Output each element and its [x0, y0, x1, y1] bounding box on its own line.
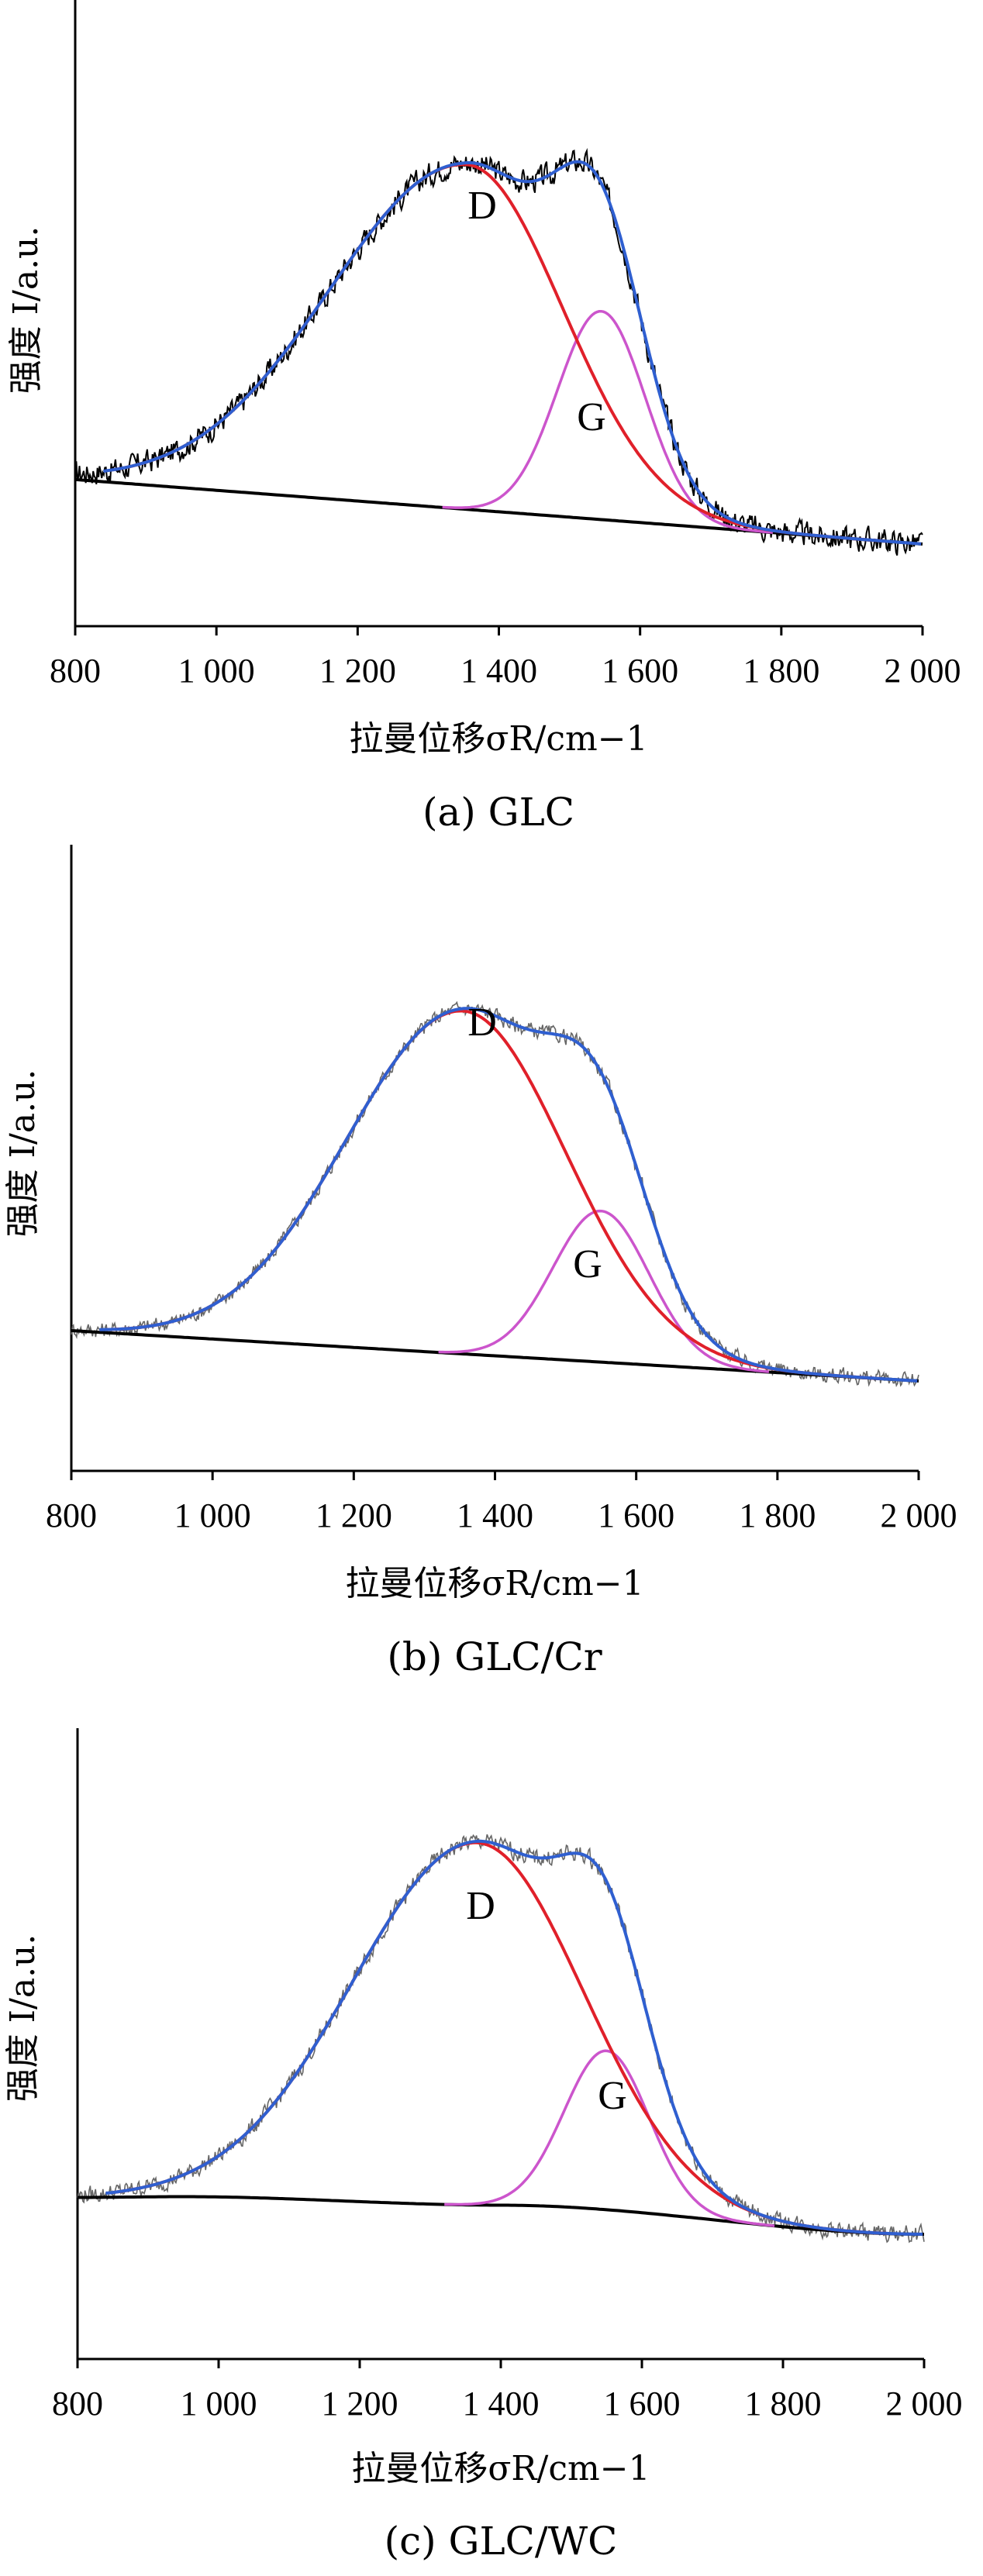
measured-spectrum-line [77, 1834, 925, 2244]
chart-c-caption: (c) GLC/WC [385, 2519, 618, 2564]
x-tick-marks [74, 626, 924, 635]
x-tick-label: 1 600 [602, 652, 678, 690]
baseline-line [71, 1329, 919, 1383]
x-tick-label: 1 200 [322, 2385, 398, 2423]
chart-c-curves [77, 1834, 925, 2244]
x-tick-label: 1 400 [460, 652, 537, 690]
y-axis-title: 强度 I/a.u. [6, 226, 46, 394]
x-tick-label: 800 [46, 1496, 97, 1534]
x-tick-label: 1 200 [319, 652, 396, 690]
measured-spectrum-line [74, 147, 923, 556]
fit-curve [99, 1007, 918, 1383]
x-tick-labels: 800 1 000 1 200 1 400 1 600 1 800 2 000 [46, 1496, 957, 1534]
baseline-line [78, 2195, 924, 2236]
x-tick-label: 2 000 [886, 2385, 963, 2423]
x-axis-title: 拉曼位移σR/cm−1 [345, 1564, 643, 1603]
x-axis-title: 拉曼位移σR/cm−1 [349, 719, 647, 759]
x-tick-label: 1 800 [743, 652, 819, 690]
chart-c-svg: 800 1 000 1 200 1 400 1 600 1 800 2 000 D G 强度… [3, 1728, 963, 2564]
chart-b-curves [71, 1000, 919, 1387]
x-tick-label: 2 000 [885, 652, 961, 690]
y-axis-title: 强度 I/a.u. [3, 1934, 43, 2102]
x-tick-label: 1 400 [457, 1496, 533, 1534]
x-tick-label: 1 400 [463, 2385, 540, 2423]
y-axis-title: 强度 I/a.u. [3, 1069, 43, 1238]
chart-a-svg: 800 1 000 1 200 1 400 1 600 1 800 2 000 D G 强度… [6, 0, 961, 835]
x-tick-label: 2 000 [881, 1496, 957, 1534]
d-peak-label: D [467, 184, 497, 228]
g-peak-label: G [598, 2074, 627, 2118]
x-tick-label: 1 800 [739, 1496, 816, 1534]
x-tick-labels: 800 1 000 1 200 1 400 1 600 1 800 2 000 [52, 2385, 963, 2423]
g-band-curve [444, 2049, 775, 2227]
x-tick-label: 1 600 [598, 1496, 674, 1534]
g-band-curve [442, 309, 774, 534]
fit-curve [103, 160, 922, 546]
x-tick-label: 1 000 [181, 2385, 257, 2423]
measured-spectrum-line [71, 1000, 919, 1387]
chart-b-caption: (b) GLC/Cr [387, 1634, 602, 1679]
g-peak-label: G [573, 1242, 602, 1286]
x-tick-labels: 800 1 000 1 200 1 400 1 600 1 800 2 000 [50, 652, 961, 690]
g-peak-label: G [577, 395, 606, 439]
chart-a-caption: (a) GLC [423, 790, 574, 835]
chart-b-svg: 800 1 000 1 200 1 400 1 600 1 800 2 000 D G 强度… [3, 845, 957, 1679]
x-tick-label: 800 [50, 652, 101, 690]
x-tick-label: 800 [52, 2385, 103, 2423]
d-band-curve [106, 1009, 882, 1381]
g-band-curve [438, 1209, 770, 1373]
x-tick-label: 1 600 [604, 2385, 681, 2423]
chart-panel-b: 800 1 000 1 200 1 400 1 600 1 800 2 000 D G 强度… [0, 845, 983, 1697]
x-tick-label: 1 000 [174, 1496, 251, 1534]
x-tick-label: 1 000 [178, 652, 255, 690]
fit-curve [105, 1839, 923, 2236]
d-band-curve [110, 163, 886, 543]
x-tick-marks [70, 1471, 920, 1480]
d-peak-label: D [466, 1884, 495, 1928]
d-peak-label: D [467, 1000, 497, 1045]
d-band-curve [112, 1841, 888, 2235]
x-axis-title: 拉曼位移σR/cm−1 [351, 2449, 650, 2488]
x-tick-label: 1 800 [745, 2385, 822, 2423]
chart-panel-c: 800 1 000 1 200 1 400 1 600 1 800 2 000 D G 强度… [0, 1697, 983, 2576]
x-tick-marks [76, 2359, 926, 2368]
x-tick-label: 1 200 [316, 1496, 392, 1534]
chart-a-curves [74, 147, 923, 556]
chart-panel-a: 800 1 000 1 200 1 400 1 600 1 800 2 000 D G 强度… [0, 0, 983, 845]
